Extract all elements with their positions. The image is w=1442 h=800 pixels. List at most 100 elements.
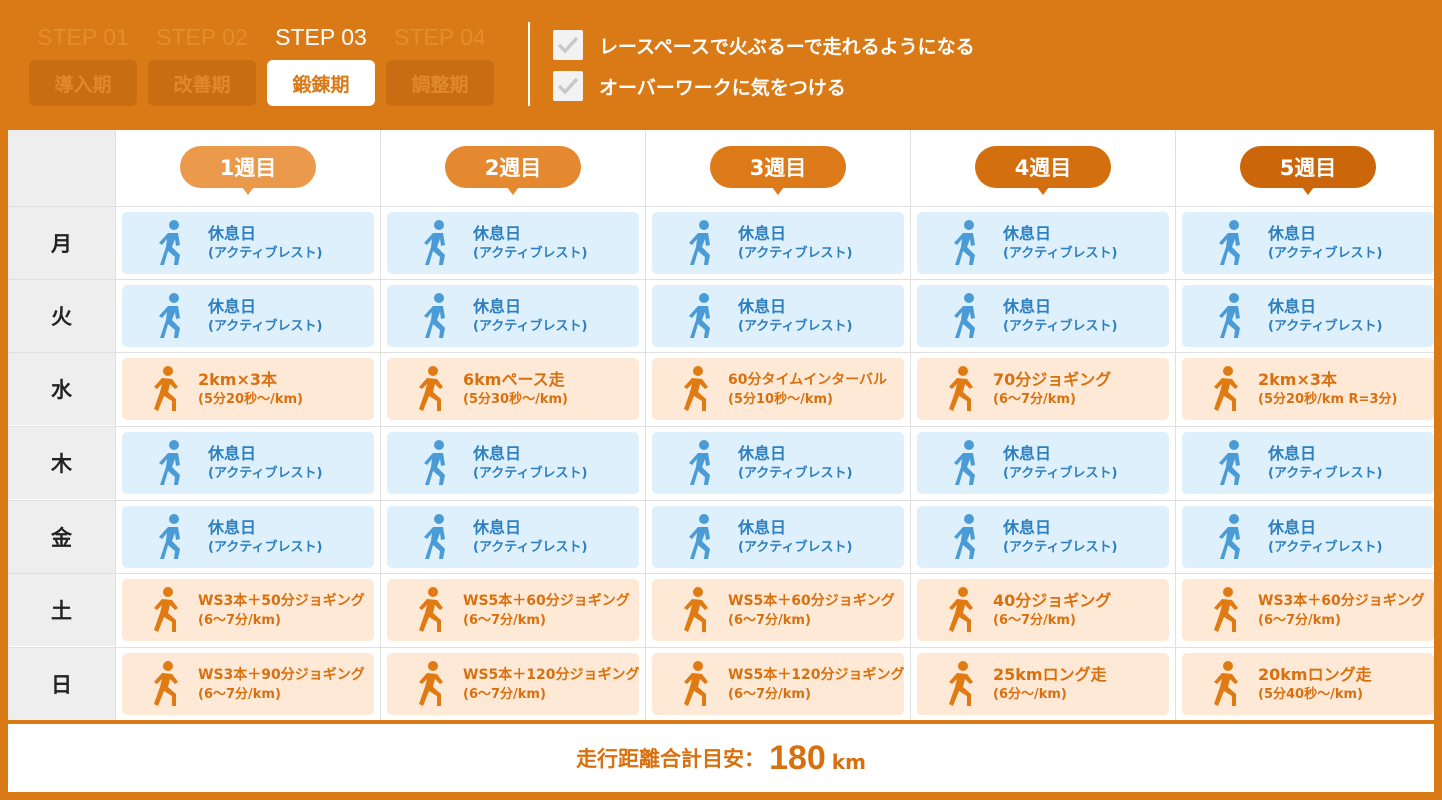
column-divider (380, 130, 381, 720)
week-header-1: 1週目 (180, 146, 316, 195)
rest-day-cell: 休息日 (アクティブレスト) (917, 285, 1169, 347)
cell-title: 60分タイムインターバル (728, 371, 888, 388)
cell-title: WS5本＋60分ジョギング (463, 592, 630, 609)
step-label-4: STEP 04 (394, 24, 486, 50)
rest-day-cell: 休息日 (アクティブレスト) (652, 285, 904, 347)
rest-day-cell: 休息日 (アクティブレスト) (1182, 212, 1434, 274)
cell-title: 休息日 (738, 223, 787, 243)
cell-title: 休息日 (473, 296, 522, 316)
running-person-icon (676, 586, 716, 634)
cell-detail: (アクティブレスト) (473, 318, 588, 334)
walking-person-icon (154, 219, 194, 267)
cell-detail: (5分40秒〜/km) (1258, 686, 1363, 702)
row-divider (8, 500, 1434, 501)
phase-tab-4[interactable]: 調整期 (386, 60, 494, 106)
cell-detail: (6分〜/km) (993, 686, 1067, 702)
cell-detail: (5分10秒〜/km) (728, 391, 833, 407)
rest-day-cell: 休息日 (アクティブレスト) (122, 285, 374, 347)
total-distance-unit: km (831, 750, 866, 774)
walking-person-icon (154, 439, 194, 487)
cell-detail: (5分20秒/km R=3分) (1258, 391, 1398, 407)
column-divider (1175, 130, 1176, 720)
rest-day-cell: 休息日 (アクティブレスト) (917, 212, 1169, 274)
walking-person-icon (949, 513, 989, 561)
cell-detail: (アクティブレスト) (738, 245, 853, 261)
cell-detail: (アクティブレスト) (208, 465, 323, 481)
running-person-icon (411, 660, 451, 708)
workout-cell: 2km×3本 (5分20秒/km R=3分) (1182, 358, 1434, 420)
running-person-icon (676, 660, 716, 708)
week-header-4: 4週目 (975, 146, 1111, 195)
goal-text: レースペースで火ぶるーで走れるようになる (599, 35, 975, 58)
rest-day-cell: 休息日 (アクティブレスト) (1182, 285, 1434, 347)
cell-title: 2km×3本 (1258, 369, 1337, 389)
total-distance-footer: 走行距離合計目安： 180 km (8, 724, 1434, 792)
walking-person-icon (154, 513, 194, 561)
cell-detail: (アクティブレスト) (1003, 539, 1118, 555)
cell-title: 休息日 (1268, 296, 1317, 316)
rest-day-cell: 休息日 (アクティブレスト) (387, 432, 639, 494)
step-label-3: STEP 03 (275, 24, 367, 50)
cell-title: 70分ジョギング (993, 369, 1112, 389)
rest-day-cell: 休息日 (アクティブレスト) (387, 506, 639, 568)
phase-tab-3[interactable]: 鍛錬期 (267, 60, 375, 106)
rest-day-cell: 休息日 (アクティブレスト) (387, 212, 639, 274)
cell-title: 休息日 (208, 443, 257, 463)
cell-title: WS3本＋50分ジョギング (198, 592, 365, 609)
cell-title: 休息日 (1003, 223, 1052, 243)
cell-detail: (アクティブレスト) (738, 318, 853, 334)
cell-detail: (6〜7分/km) (993, 391, 1076, 407)
rest-day-cell: 休息日 (アクティブレスト) (122, 506, 374, 568)
cell-title: 休息日 (208, 296, 257, 316)
cell-detail: (アクティブレスト) (208, 318, 323, 334)
cell-title: 40分ジョギング (993, 590, 1112, 610)
cell-detail: (アクティブレスト) (473, 465, 588, 481)
cell-title: 休息日 (473, 443, 522, 463)
total-distance-label: 走行距離合計目安： (576, 747, 766, 771)
workout-cell: 60分タイムインターバル (5分10秒〜/km) (652, 358, 904, 420)
walking-person-icon (419, 219, 459, 267)
cell-title: 休息日 (208, 223, 257, 243)
cell-detail: (アクティブレスト) (208, 245, 323, 261)
cell-detail: (6〜7分/km) (1258, 612, 1341, 628)
cell-title: 休息日 (473, 517, 522, 537)
rest-day-cell: 休息日 (アクティブレスト) (652, 212, 904, 274)
column-divider (910, 130, 911, 720)
cell-detail: (アクティブレスト) (1003, 465, 1118, 481)
row-divider (8, 352, 1434, 353)
training-schedule-table: 月火水木金土日 1週目 2週目 3週目 4週目 5週目 休息日 (アクティブレスト) 休息日… (8, 130, 1434, 720)
cell-title: 休息日 (1003, 517, 1052, 537)
phase-tab-2[interactable]: 改善期 (148, 60, 256, 106)
phase-tab-1[interactable]: 導入期 (29, 60, 137, 106)
table-corner (8, 130, 115, 206)
cell-detail: (6〜7分/km) (728, 612, 811, 628)
cell-detail: (アクティブレスト) (473, 245, 588, 261)
cell-title: 休息日 (1003, 443, 1052, 463)
workout-cell: WS3本＋50分ジョギング (6〜7分/km) (122, 579, 374, 641)
cell-title: WS5本＋60分ジョギング (728, 592, 895, 609)
workout-cell: WS3本＋60分ジョギング (6〜7分/km) (1182, 579, 1434, 641)
week-header-5: 5週目 (1240, 146, 1376, 195)
header-divider (528, 22, 530, 106)
workout-cell: WS5本＋120分ジョギング (6〜7分/km) (387, 653, 639, 715)
running-person-icon (411, 365, 451, 413)
cell-detail: (6〜7分/km) (198, 686, 281, 702)
column-divider (645, 130, 646, 720)
cell-title: WS3本＋90分ジョギング (198, 666, 365, 683)
workout-cell: WS5本＋60分ジョギング (6〜7分/km) (387, 579, 639, 641)
workout-cell: 6kmペース走 (5分30秒〜/km) (387, 358, 639, 420)
cell-detail: (5分20秒〜/km) (198, 391, 303, 407)
day-label-1: 月 (8, 207, 115, 279)
day-label-6: 土 (8, 574, 115, 646)
running-person-icon (146, 660, 186, 708)
workout-cell: 40分ジョギング (6〜7分/km) (917, 579, 1169, 641)
cell-detail: (アクティブレスト) (1268, 465, 1383, 481)
walking-person-icon (154, 292, 194, 340)
cell-title: WS5本＋120分ジョギング (728, 666, 904, 683)
cell-title: 6kmペース走 (463, 369, 565, 389)
cell-detail: (6〜7分/km) (198, 612, 281, 628)
walking-person-icon (1214, 292, 1254, 340)
cell-detail: (アクティブレスト) (1268, 245, 1383, 261)
walking-person-icon (949, 219, 989, 267)
cell-title: 20kmロング走 (1258, 664, 1372, 684)
